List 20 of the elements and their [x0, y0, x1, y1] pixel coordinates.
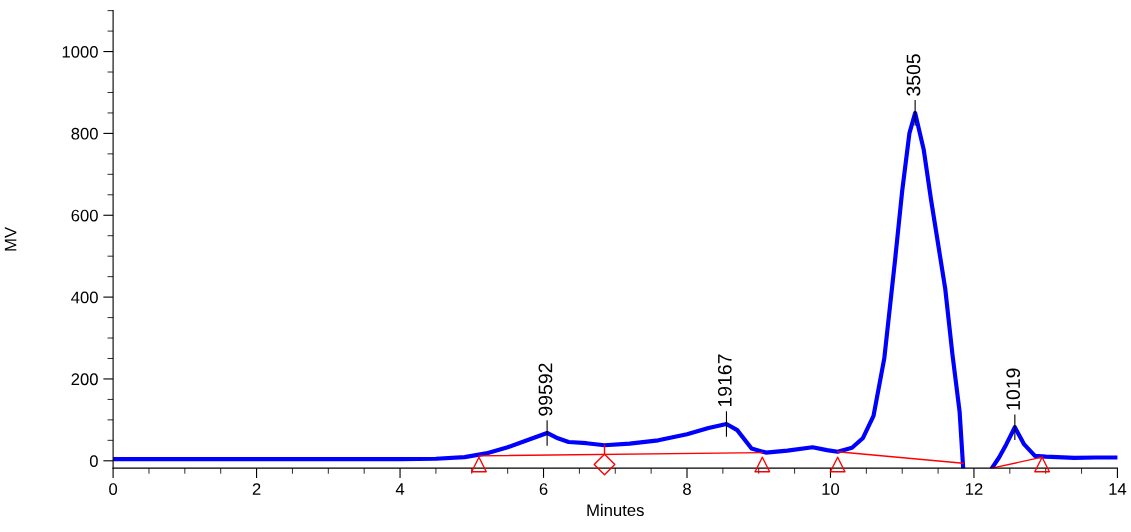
y-tick-label: 600	[71, 209, 98, 222]
y-tick-label: 200	[71, 373, 98, 386]
y-tick-label: 400	[71, 291, 98, 304]
y-axis-title: MV	[4, 226, 17, 251]
x-tick-label: 14	[1109, 483, 1127, 495]
x-tick-label: 8	[683, 483, 691, 495]
y-tick-label: 1000	[62, 45, 98, 58]
y-tick-label: 800	[71, 127, 98, 140]
annotation: 3505	[906, 54, 921, 96]
x-tick-label: 0	[109, 483, 118, 495]
x-axis-title: Minutes	[587, 503, 644, 517]
x-tick-label: 6	[539, 483, 548, 495]
y-tick-label: 0	[89, 455, 98, 467]
annotation: 99592	[538, 363, 553, 416]
annotation: 19167	[717, 354, 732, 407]
x-tick-label: 12	[965, 483, 983, 495]
x-tick-label: 2	[252, 483, 261, 495]
x-tick-label: 4	[395, 483, 405, 495]
annotation: 1019	[1006, 368, 1021, 410]
x-tick-label: 10	[822, 483, 840, 495]
